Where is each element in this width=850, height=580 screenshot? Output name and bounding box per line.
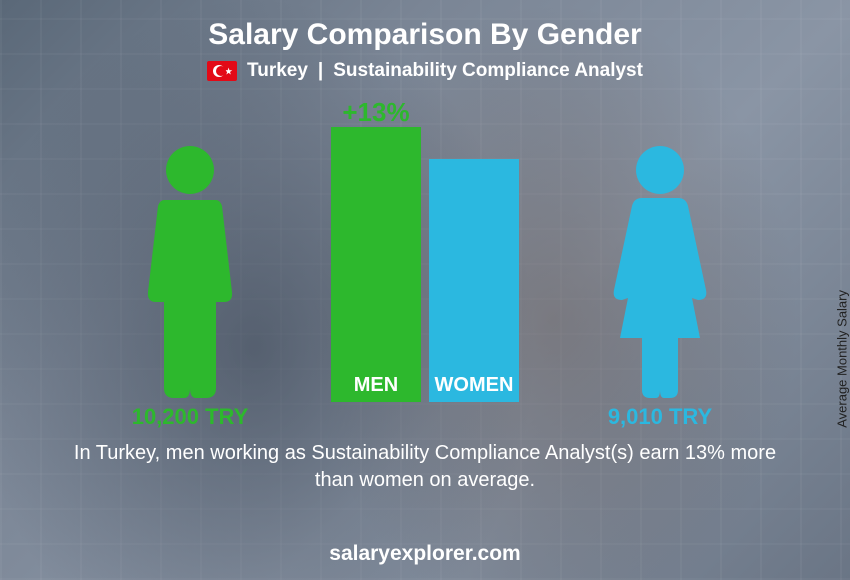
- country-label: Turkey: [247, 60, 308, 82]
- job-label: Sustainability Compliance Analyst: [333, 60, 643, 82]
- bar-group: +13% MEN WOMEN: [331, 127, 519, 402]
- description-text: In Turkey, men working as Sustainability…: [0, 432, 850, 494]
- men-bar: +13% MEN: [331, 127, 421, 402]
- male-person-icon: [120, 142, 260, 402]
- page-title: Salary Comparison By Gender: [0, 18, 850, 52]
- men-bar-label: MEN: [331, 374, 421, 397]
- separator: |: [318, 60, 323, 82]
- women-salary-value: 9,010 TRY: [560, 404, 760, 430]
- women-bar-label: WOMEN: [429, 374, 519, 397]
- chart-area: +13% MEN WOMEN 10,200 TRY 9,010 TRY: [60, 92, 790, 432]
- infographic-container: Salary Comparison By Gender ★ Turkey | S…: [0, 0, 850, 580]
- men-salary-value: 10,200 TRY: [90, 404, 290, 430]
- footer-brand: salaryexplorer.com: [0, 542, 850, 566]
- y-axis-label: Average Monthly Salary: [835, 290, 850, 428]
- women-bar: WOMEN: [429, 159, 519, 402]
- difference-label: +13%: [331, 97, 421, 128]
- female-person-icon: [590, 142, 730, 402]
- turkey-flag-icon: ★: [207, 61, 237, 81]
- subtitle-row: ★ Turkey | Sustainability Compliance Ana…: [0, 60, 850, 82]
